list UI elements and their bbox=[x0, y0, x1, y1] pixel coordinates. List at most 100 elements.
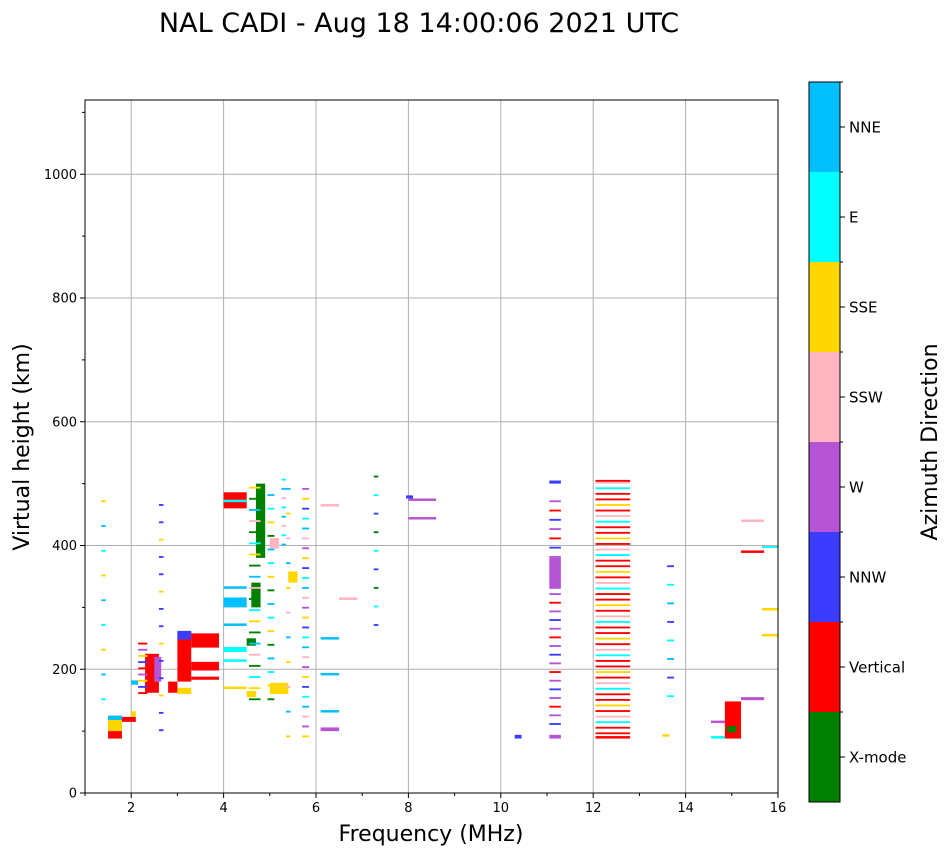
colorbar-tick-label: X-mode bbox=[849, 749, 906, 767]
echo-mark bbox=[138, 642, 148, 645]
echo-mark bbox=[302, 666, 310, 669]
echo-mark bbox=[177, 630, 192, 640]
colorbar-tick-label: SSW bbox=[849, 389, 883, 407]
echo-mark bbox=[549, 610, 561, 613]
echo-mark bbox=[267, 494, 275, 496]
colorbar-segment bbox=[809, 262, 840, 352]
echo-mark bbox=[373, 549, 379, 552]
colorbar: X-mode Vertical NNW W SSW SSE E NNE bbox=[808, 81, 906, 803]
echo-mark bbox=[281, 534, 286, 537]
echo-mark bbox=[158, 573, 164, 576]
y-axis-ticks: 0 200 400 600 800 1000 bbox=[44, 111, 85, 802]
echo-mark bbox=[302, 735, 310, 738]
echo-mark bbox=[761, 607, 778, 611]
echo-mark bbox=[302, 586, 310, 589]
echo-mark bbox=[595, 604, 631, 607]
echo-mark bbox=[158, 538, 164, 541]
echo-mark bbox=[285, 611, 291, 614]
echo-mark bbox=[267, 603, 275, 605]
echo-mark bbox=[724, 701, 742, 739]
echo-mark bbox=[249, 520, 261, 522]
echo-mark bbox=[373, 605, 379, 608]
echo-mark bbox=[101, 500, 106, 503]
echo-mark bbox=[249, 564, 261, 567]
echo-mark bbox=[595, 710, 631, 712]
echo-mark bbox=[549, 557, 561, 589]
echo-mark bbox=[373, 586, 379, 589]
echo-mark bbox=[302, 507, 310, 510]
x-tick-label: 2 bbox=[127, 801, 135, 816]
y-tick-label: 1000 bbox=[44, 168, 77, 183]
echo-mark bbox=[267, 643, 275, 646]
echo-mark bbox=[595, 526, 631, 529]
echo-mark bbox=[320, 637, 340, 640]
colorbar-tick-label: SSE bbox=[849, 299, 878, 317]
echo-mark bbox=[158, 504, 164, 506]
echo-mark bbox=[249, 687, 261, 690]
echo-mark bbox=[158, 642, 164, 645]
echo-mark bbox=[302, 656, 310, 659]
echo-mark bbox=[302, 606, 310, 609]
echo-mark bbox=[595, 554, 631, 557]
echo-mark bbox=[595, 637, 631, 640]
echo-mark bbox=[267, 562, 275, 565]
echo-mark bbox=[595, 671, 631, 673]
echo-mark bbox=[302, 646, 310, 649]
echo-mark bbox=[302, 487, 310, 490]
echo-mark bbox=[267, 630, 275, 633]
echo-mark bbox=[595, 609, 631, 612]
echo-mark bbox=[595, 593, 631, 595]
echo-mark bbox=[595, 565, 631, 568]
echo-mark bbox=[549, 619, 561, 621]
echo-mark bbox=[267, 575, 275, 578]
echo-mark bbox=[302, 517, 310, 520]
echo-mark bbox=[373, 512, 379, 515]
echo-mark bbox=[158, 590, 164, 593]
x-tick-label: 6 bbox=[312, 801, 320, 816]
echo-mark bbox=[281, 478, 286, 481]
echo-mark bbox=[662, 734, 670, 737]
echo-mark bbox=[373, 494, 379, 496]
echo-mark bbox=[595, 543, 631, 545]
echo-mark bbox=[549, 697, 561, 699]
y-tick-label: 200 bbox=[52, 663, 77, 678]
x-tick-label: 4 bbox=[219, 801, 227, 816]
echo-mark bbox=[549, 601, 561, 604]
echo-mark bbox=[595, 559, 631, 562]
colorbar-tick-label: W bbox=[849, 479, 864, 497]
echo-mark bbox=[549, 705, 561, 708]
colorbar-segment bbox=[809, 172, 840, 262]
echo-mark bbox=[302, 547, 310, 550]
x-tick-label: 14 bbox=[677, 801, 694, 816]
colorbar-tick-label: NNE bbox=[849, 119, 881, 137]
echo-mark bbox=[302, 616, 310, 619]
colorbar-segment bbox=[809, 82, 840, 172]
echo-mark bbox=[249, 676, 261, 678]
echo-mark bbox=[595, 704, 631, 707]
echo-mark bbox=[667, 565, 675, 568]
echo-mark bbox=[285, 512, 291, 515]
echo-mark bbox=[281, 525, 286, 527]
echo-mark bbox=[158, 521, 164, 524]
y-tick-label: 800 bbox=[52, 292, 77, 307]
echo-mark bbox=[711, 736, 725, 739]
echo-mark bbox=[131, 680, 139, 685]
chart-title: NAL CADI - Aug 18 14:00:06 2021 UTC bbox=[159, 8, 679, 39]
echo-mark bbox=[288, 571, 298, 583]
echo-mark bbox=[320, 710, 340, 713]
echo-mark bbox=[549, 688, 561, 691]
echo-mark bbox=[251, 582, 261, 608]
echo-mark bbox=[223, 686, 247, 690]
echo-mark bbox=[595, 615, 631, 618]
echo-mark bbox=[667, 583, 675, 586]
echo-mark bbox=[108, 715, 122, 720]
echo-mark bbox=[595, 726, 631, 729]
echo-mark bbox=[138, 655, 148, 657]
echo-mark bbox=[302, 705, 310, 708]
echo-mark bbox=[595, 620, 631, 623]
echo-mark bbox=[302, 715, 310, 718]
echo-mark bbox=[158, 556, 164, 558]
echo-mark bbox=[177, 687, 192, 694]
colorbar-frame bbox=[808, 81, 841, 803]
echo-mark bbox=[549, 546, 561, 549]
